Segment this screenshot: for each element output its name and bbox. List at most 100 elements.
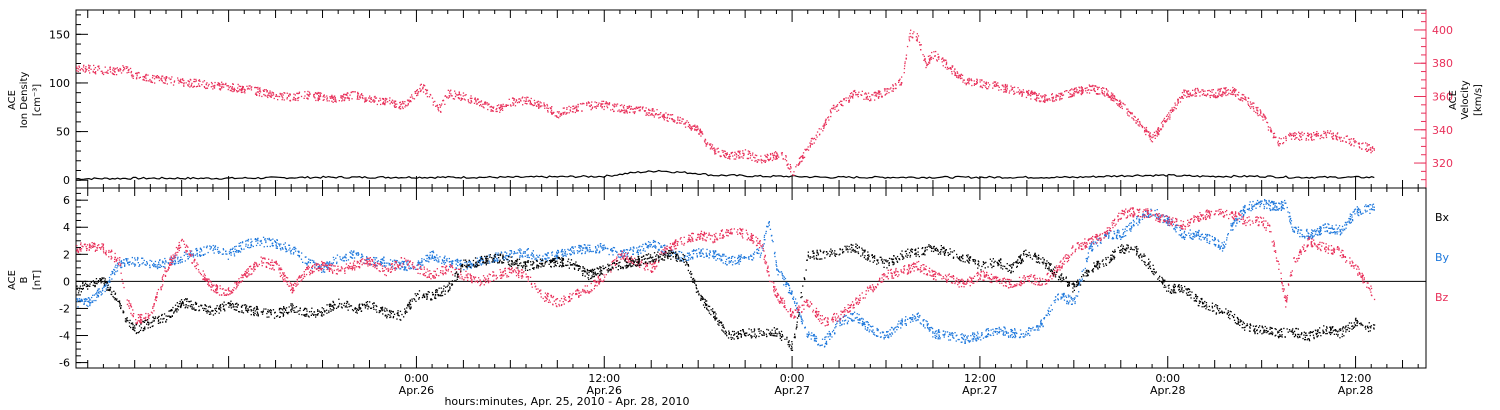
by-series-point: [191, 255, 193, 257]
velocity-series-point: [130, 72, 132, 74]
by-series-point: [144, 263, 146, 266]
by-series-point: [268, 238, 270, 240]
by-series-point: [1068, 296, 1070, 298]
by-series-point: [1036, 325, 1038, 328]
velocity-series-point: [1149, 133, 1151, 135]
velocity-series-point: [188, 83, 190, 85]
velocity-series-point: [1264, 118, 1266, 120]
velocity-series-point: [834, 106, 836, 108]
by-series-point: [834, 332, 836, 334]
velocity-series-point: [1137, 124, 1139, 126]
by-series-point: [1293, 226, 1295, 229]
velocity-series-point: [373, 100, 375, 102]
by-series-point: [1097, 239, 1099, 241]
velocity-series-point: [379, 99, 382, 101]
by-series-point: [463, 269, 465, 271]
velocity-series-point: [1081, 92, 1084, 95]
by-series-point: [981, 332, 983, 334]
by-series-point: [763, 243, 765, 245]
by-series-point: [95, 293, 97, 295]
velocity-series-point: [183, 83, 185, 85]
by-series-point: [1113, 230, 1115, 233]
velocity-series-point: [1221, 95, 1223, 98]
velocity-series-point: [801, 160, 803, 162]
by-series-point: [1244, 204, 1246, 207]
by-series-point: [1231, 225, 1233, 228]
ytick-label-bfield-4: 4: [63, 221, 70, 234]
by-series-point: [964, 334, 966, 336]
by-series-point: [260, 239, 262, 242]
velocity-series-point: [666, 119, 668, 122]
by-series-point: [1148, 214, 1150, 216]
velocity-series-point: [442, 100, 444, 102]
by-series-point: [1053, 300, 1055, 302]
by-series-point: [1081, 278, 1083, 280]
by-series-point: [1118, 230, 1120, 232]
by-series-point: [256, 239, 258, 241]
by-series-point: [322, 270, 324, 272]
velocity-series-point: [1130, 113, 1132, 115]
velocity-series-point: [994, 85, 996, 88]
velocity-series-point: [374, 100, 376, 102]
by-series-point: [466, 263, 468, 265]
by-series-point: [1371, 204, 1373, 206]
by-series-point: [131, 256, 133, 259]
by-series-point: [739, 255, 741, 258]
by-series-point: [170, 262, 173, 265]
velocity-series-point: [1186, 91, 1188, 93]
velocity-series-point: [401, 101, 404, 103]
by-series-point: [288, 244, 291, 246]
velocity-series-point: [663, 114, 665, 116]
by-series-point: [92, 294, 94, 296]
velocity-series-point: [730, 152, 733, 154]
by-series-point: [561, 248, 563, 251]
by-series-point: [212, 244, 214, 247]
by-series-point: [527, 248, 529, 250]
velocity-series-point: [1239, 98, 1242, 101]
velocity-series-point: [742, 152, 744, 154]
by-series-point: [233, 253, 235, 255]
velocity-series-point: [920, 44, 922, 46]
by-series-point: [586, 246, 588, 249]
velocity-series-point: [827, 116, 830, 118]
velocity-series-point: [679, 116, 681, 119]
velocity-series-point: [606, 102, 608, 104]
by-series-point: [807, 335, 810, 337]
velocity-series-point: [308, 94, 310, 96]
velocity-series-point: [452, 98, 454, 100]
velocity-series-point: [226, 85, 228, 87]
velocity-series-point: [1016, 91, 1018, 93]
velocity-series-point: [1093, 87, 1095, 89]
velocity-series-point: [221, 86, 223, 88]
velocity-series-point: [88, 66, 90, 68]
by-series-point: [632, 246, 635, 249]
by-series-point: [361, 256, 363, 258]
velocity-series-point: [1059, 97, 1061, 99]
velocity-series-point: [1346, 135, 1348, 137]
velocity-series-point: [323, 98, 325, 101]
by-series-point: [255, 240, 257, 242]
velocity-series-point: [364, 99, 366, 101]
velocity-series-point: [156, 75, 159, 77]
velocity-series-point: [129, 67, 132, 70]
velocity-series-point: [512, 104, 514, 106]
velocity-series-point: [1263, 116, 1265, 118]
velocity-series-point: [1138, 125, 1140, 127]
velocity-series-point: [714, 152, 716, 154]
by-series-point: [1288, 216, 1290, 218]
by-series-point: [960, 341, 962, 343]
velocity-series-point: [648, 108, 650, 110]
velocity-series-point: [811, 143, 814, 145]
by-series-point: [582, 249, 584, 251]
velocity-series-point: [861, 90, 863, 92]
by-series-point: [392, 265, 394, 267]
velocity-series-point: [294, 99, 296, 101]
velocity-series-point: [1165, 120, 1168, 122]
by-series-point: [1292, 230, 1294, 232]
by-series-point: [130, 263, 133, 265]
velocity-series-point: [908, 36, 910, 38]
velocity-series-point: [938, 58, 940, 60]
by-series-point: [1071, 303, 1073, 305]
by-series-point: [579, 245, 581, 247]
by-series-point: [1002, 330, 1004, 332]
